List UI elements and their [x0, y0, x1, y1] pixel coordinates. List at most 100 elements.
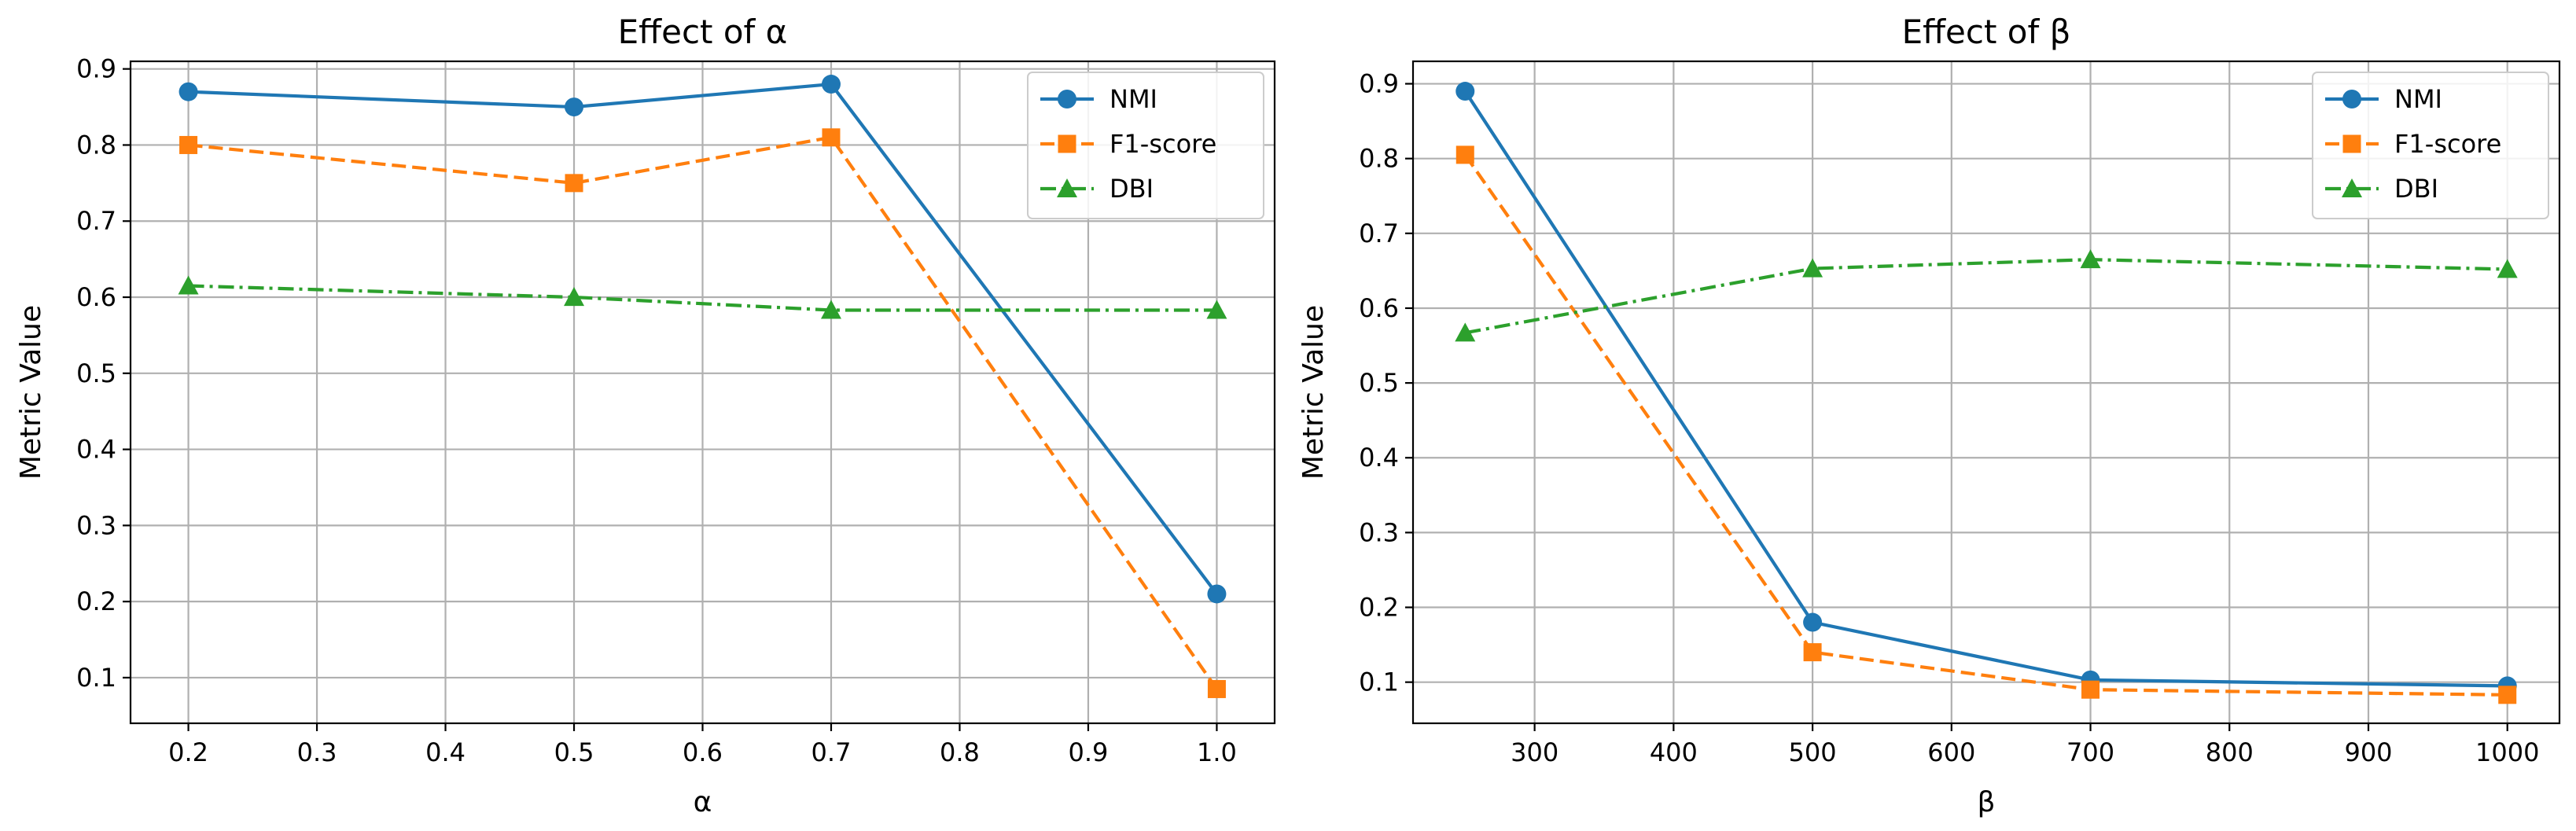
- y-tick-label: 0.7: [76, 206, 116, 236]
- legend-marker: [1058, 90, 1076, 108]
- y-tick-label: 0.2: [76, 586, 116, 616]
- legend-label: F1-score: [1110, 129, 1216, 159]
- y-axis-label: Metric Value: [15, 305, 47, 480]
- legend-marker: [2342, 90, 2361, 108]
- y-tick-label: 0.6: [1359, 293, 1399, 323]
- y-tick-label: 0.3: [1359, 517, 1399, 547]
- data-point: [1802, 258, 1823, 278]
- legend-item: F1-score: [2325, 129, 2501, 159]
- y-tick-label: 0.8: [76, 130, 116, 160]
- plot-frame: [1411, 60, 2561, 725]
- series-line: [1464, 258, 2508, 335]
- y-axis-label: Metric Value: [1297, 305, 1330, 480]
- x-tick-label: 900: [2344, 737, 2392, 767]
- data-point: [1455, 145, 1474, 164]
- series-dbi: [1455, 249, 2518, 342]
- data-point: [565, 97, 584, 117]
- series-f1-score: [179, 128, 1226, 698]
- series-line: [188, 135, 1219, 690]
- legend: NMI F1-score DBI: [1027, 72, 1264, 219]
- data-point: [1455, 322, 1476, 342]
- legend-item: F1-score: [1040, 129, 1216, 159]
- chart-effect-of-alpha: 0.2 0.3 0.4 0.5 0.6 0.7 0.8 0.9 1.0 0.1 0.2 0.3 0.4 0…: [15, 13, 1276, 818]
- y-tick-label: 0.1: [1359, 667, 1399, 697]
- series-dbi: [178, 275, 1227, 319]
- series-line: [1463, 153, 2508, 697]
- x-tick-label: 0.7: [811, 737, 852, 767]
- x-tick-label: 0.6: [683, 737, 723, 767]
- data-point: [1207, 679, 1226, 698]
- y-tick-label: 0.4: [76, 435, 116, 465]
- x-axis-label: β: [1978, 786, 1996, 818]
- x-tick-label: 0.5: [554, 737, 594, 767]
- data-point: [565, 174, 583, 193]
- legend-label: DBI: [1110, 174, 1154, 204]
- legend-label: F1-score: [2394, 129, 2501, 159]
- y-tick-label: 0.3: [76, 510, 116, 540]
- series-f1-score: [1455, 145, 2517, 704]
- chart-effect-of-beta: 300 400 500 600 700 800 900 1000 0.1 0.2 0.3 0.4 0.5…: [1297, 13, 2561, 818]
- y-tick-label: 0.5: [76, 359, 116, 388]
- y-tick-label: 0.9: [76, 54, 116, 84]
- data-point: [1803, 643, 1822, 662]
- chart-title: Effect of β: [1902, 13, 2071, 51]
- data-point: [821, 75, 841, 94]
- x-tick-label: 600: [1927, 737, 1975, 767]
- y-tick-label: 0.5: [1359, 368, 1399, 398]
- data-point: [822, 128, 841, 147]
- data-point: [2080, 249, 2101, 269]
- x-tick-label: 500: [1789, 737, 1837, 767]
- y-tick-label: 0.2: [1359, 593, 1399, 623]
- series-nmi: [178, 75, 1227, 604]
- legend-marker: [2342, 178, 2362, 198]
- data-point: [178, 82, 198, 101]
- legend-marker: [1058, 134, 1076, 153]
- y-tick-label: 0.1: [76, 663, 116, 693]
- legend-box: [2312, 72, 2549, 219]
- series-line: [188, 82, 1219, 595]
- series-line: [1463, 90, 2508, 688]
- y-tick-label: 0.7: [1359, 219, 1399, 248]
- data-point: [820, 300, 841, 319]
- data-point: [1803, 612, 1823, 632]
- legend-item: NMI: [2325, 84, 2442, 114]
- legend-box: [1027, 72, 1264, 219]
- data-point: [2497, 259, 2518, 278]
- y-tick-label: 0.6: [76, 282, 116, 312]
- x-axis-label: α: [694, 786, 712, 818]
- x-tick-label: 1.0: [1197, 737, 1237, 767]
- legend-label: NMI: [1110, 84, 1157, 114]
- data-point: [1206, 300, 1227, 319]
- legend-item: DBI: [2325, 174, 2438, 204]
- legend: NMI F1-score DBI: [2312, 72, 2549, 219]
- x-tick-label: 0.8: [940, 737, 980, 767]
- data-point: [2498, 686, 2517, 704]
- y-tick-label: 0.8: [1359, 144, 1399, 174]
- series-line: [188, 284, 1217, 312]
- data-point: [178, 275, 199, 295]
- x-tick-label: 0.2: [168, 737, 208, 767]
- legend-item: NMI: [1040, 84, 1157, 114]
- legend-label: NMI: [2394, 84, 2442, 114]
- x-tick-label: 300: [1511, 737, 1558, 767]
- x-tick-label: 0.4: [425, 737, 466, 767]
- x-tick-label: 0.9: [1069, 737, 1109, 767]
- x-tick-label: 0.3: [297, 737, 337, 767]
- x-tick-label: 700: [2066, 737, 2114, 767]
- data-point: [564, 287, 585, 307]
- data-point: [179, 135, 198, 154]
- legend-label: DBI: [2394, 174, 2438, 204]
- y-tick-label: 0.9: [1359, 69, 1399, 99]
- data-point: [1207, 584, 1227, 604]
- x-tick-label: 1000: [2475, 737, 2539, 767]
- data-point: [2081, 680, 2100, 699]
- legend-item: DBI: [1040, 174, 1154, 204]
- legend-marker: [2342, 134, 2361, 153]
- legend-marker: [1057, 178, 1077, 198]
- y-tick-label: 0.4: [1359, 443, 1399, 472]
- x-tick-label: 400: [1650, 737, 1698, 767]
- data-point: [1455, 82, 1475, 101]
- x-tick-label: 800: [2206, 737, 2254, 767]
- chart-title: Effect of α: [618, 13, 788, 51]
